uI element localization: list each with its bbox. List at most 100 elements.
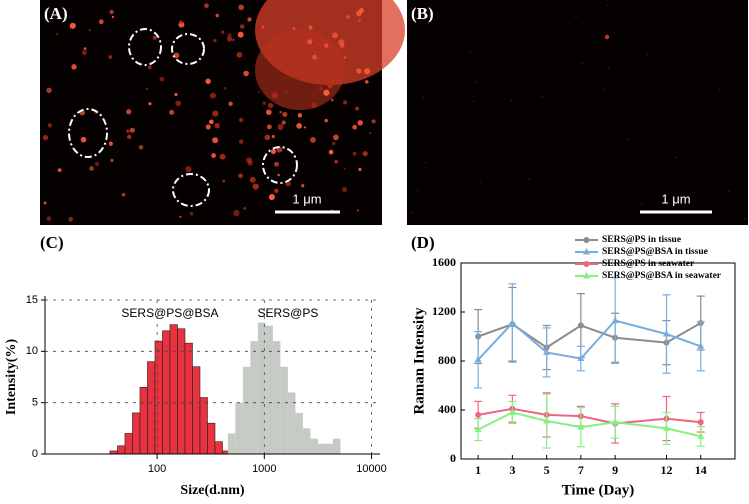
speckle <box>451 79 454 81</box>
speckle <box>261 25 265 29</box>
speckle <box>317 16 324 23</box>
histogram-bar <box>302 428 311 454</box>
speckle <box>236 51 243 58</box>
speckle <box>606 4 609 7</box>
speckle <box>249 176 256 183</box>
speckle <box>277 124 284 131</box>
speckle <box>281 120 286 125</box>
speckle <box>324 118 328 123</box>
speckle <box>343 167 346 170</box>
speckle <box>215 13 219 18</box>
speckle <box>71 64 77 70</box>
speckle <box>205 78 211 85</box>
glow <box>255 30 345 110</box>
speckle <box>325 35 330 40</box>
histogram-bar <box>214 441 223 455</box>
speckle <box>226 36 233 42</box>
speckle <box>169 109 175 115</box>
speckle <box>204 3 209 9</box>
speckle <box>510 99 513 102</box>
histogram-bar <box>207 422 216 455</box>
histogram-bar <box>332 438 341 454</box>
x-tick-label: 3 <box>509 463 515 477</box>
speckle <box>129 127 135 133</box>
speckle <box>744 217 746 220</box>
speckle <box>296 122 303 129</box>
histogram-bar <box>235 402 243 454</box>
x-axis-label: Size(d.nm) <box>180 483 245 498</box>
point <box>577 322 584 329</box>
speckle <box>274 188 279 193</box>
speckle <box>246 157 253 164</box>
histogram-bar <box>154 340 163 455</box>
speckle <box>69 22 76 29</box>
speckle <box>356 10 362 17</box>
speckle <box>211 153 216 158</box>
outline <box>128 28 162 66</box>
speckle <box>239 24 245 29</box>
y-axis-label: Intensity(%) <box>4 339 19 416</box>
x-tick-label: 1000 <box>252 463 276 475</box>
speckle <box>411 211 413 214</box>
speckle <box>227 33 232 38</box>
speckle <box>362 151 368 157</box>
speckle <box>212 110 219 117</box>
speckle <box>57 168 62 173</box>
speckle <box>221 30 225 34</box>
y-tick-label: 400 <box>438 402 456 416</box>
histogram-bar <box>139 386 148 455</box>
point <box>475 411 482 418</box>
outline <box>262 146 298 184</box>
speckle <box>47 123 52 128</box>
speckle <box>343 100 348 105</box>
speckle <box>276 146 283 153</box>
speckle <box>126 109 132 115</box>
speckle <box>89 166 94 171</box>
speckle <box>331 141 336 146</box>
speckle <box>108 141 113 146</box>
speckle <box>358 167 362 171</box>
speckle <box>283 77 286 80</box>
speckle <box>602 88 604 91</box>
speckle <box>341 186 348 193</box>
x-tick-label: 5 <box>544 463 550 477</box>
speckle <box>608 67 610 70</box>
speckle <box>68 216 74 222</box>
x-tick-label: 1 <box>475 463 481 477</box>
y-tick-label: 1600 <box>432 255 456 269</box>
point <box>577 423 585 430</box>
speckle <box>334 159 338 164</box>
speckle <box>80 136 87 143</box>
speckle <box>145 87 148 90</box>
legend-label: SERS@PS@BSA in tissue <box>602 247 708 257</box>
outline <box>171 33 205 65</box>
speckle <box>138 145 144 150</box>
speckle <box>475 81 478 83</box>
histogram-bar <box>272 341 281 454</box>
speckle <box>243 207 246 210</box>
speckle <box>318 86 323 90</box>
speckle <box>173 52 180 59</box>
speckle <box>575 16 577 18</box>
speckle <box>323 89 330 96</box>
speckle <box>356 209 360 212</box>
x-tick-label: 10000 <box>356 463 387 475</box>
speckle <box>332 32 338 39</box>
speckle <box>285 90 288 93</box>
speckle <box>581 62 584 64</box>
speckle <box>479 181 481 183</box>
speckle <box>279 110 282 114</box>
legend-marker <box>583 237 590 243</box>
speckle <box>228 101 233 107</box>
speckle <box>214 123 220 129</box>
speckle <box>330 98 334 102</box>
legend-label: SERS@PS in tissue <box>602 235 681 245</box>
speckle <box>83 47 87 51</box>
speckle <box>319 26 325 32</box>
speckle <box>371 19 375 23</box>
speckle <box>238 4 245 11</box>
speckle <box>98 19 104 25</box>
histogram-bar <box>177 328 186 455</box>
speckle <box>425 161 427 164</box>
speckle <box>267 102 274 109</box>
